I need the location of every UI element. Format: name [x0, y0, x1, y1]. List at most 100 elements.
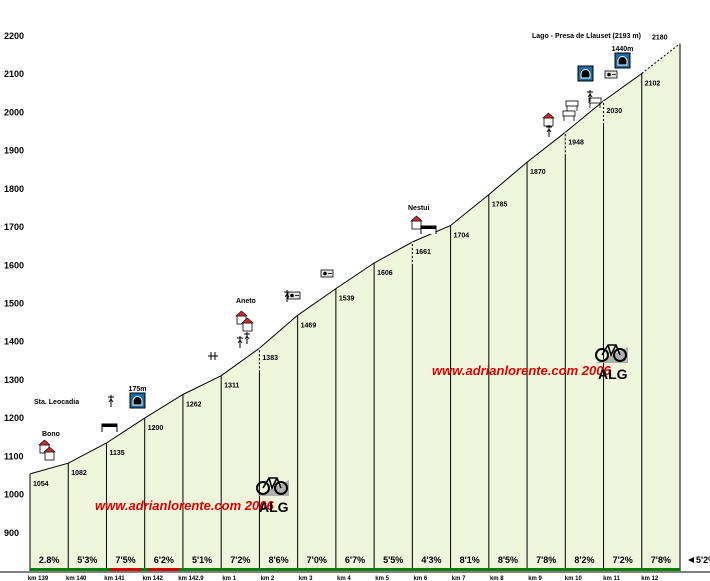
profile-line-final	[641, 43, 681, 74]
y-axis: 900 1000 1100 1200 1300 1400 1500 1600 1700 1800 1…	[4, 31, 24, 538]
y-tick-label: 1200	[4, 413, 24, 423]
fountain-icon	[587, 90, 593, 102]
place-label: Sta. Leocadia	[34, 399, 79, 406]
fountain-icon	[108, 395, 114, 407]
bridge-icon	[420, 225, 437, 234]
gradient-label: 6'7%	[345, 555, 365, 565]
elevation-label: 1661	[415, 249, 431, 256]
km-label: km 142	[143, 576, 164, 581]
gradient-label: 7'8%	[651, 555, 671, 565]
y-tick-label: 1400	[4, 337, 24, 347]
tunnel-length-label: 175m	[129, 386, 147, 393]
elevation-label: 1383	[262, 355, 278, 362]
fountain-icon	[237, 336, 243, 348]
km-label: km 141	[104, 576, 125, 581]
y-tick-label: 900	[4, 528, 19, 538]
road-sign-icon	[287, 291, 301, 300]
km-labels: km 139 km 140 km 141 km 142 km 142.9 km 1 km 2…	[28, 576, 659, 581]
junction-icon	[208, 352, 218, 360]
elevation-label: 1948	[568, 139, 584, 146]
km-label: km 6	[414, 576, 428, 581]
y-tick-label: 2200	[4, 31, 24, 41]
elevation-label: 1870	[530, 169, 546, 176]
bridge-icon	[101, 423, 118, 432]
y-tick-label: 1500	[4, 299, 24, 309]
baseline-bar	[30, 568, 680, 571]
elevation-label: 1469	[301, 322, 317, 329]
decorations: www.adrianlorente.com 2006 www.adrianlore…	[95, 344, 628, 515]
shelter-icon	[588, 97, 602, 108]
km-label: km 5	[375, 576, 389, 581]
y-tick-label: 1600	[4, 260, 24, 270]
gradient-label: 6'2%	[154, 555, 174, 565]
gradient-label: 4'3%	[421, 555, 441, 565]
place-label: Nestui	[408, 205, 429, 212]
gradient-label: 7'2%	[230, 555, 250, 565]
gradient-label: 5'5%	[383, 555, 403, 565]
baseline-red-segment	[148, 568, 179, 571]
baseline-strip	[0, 568, 710, 573]
tunnel-length-label: 1440m	[612, 46, 634, 53]
elevation-label: 1606	[377, 270, 393, 277]
shelter-icon	[562, 110, 576, 121]
km-label: km 2	[261, 576, 275, 581]
shelter-icon	[565, 100, 579, 111]
place-labels: Bono Sta. Leocadia Aneto Nestui Lago - Presa…	[34, 33, 641, 438]
y-tick-label: 2000	[4, 107, 24, 117]
km-label: km 12	[641, 576, 659, 581]
gradient-label: 7'2%	[613, 555, 633, 565]
elevation-label: 1135	[109, 450, 124, 457]
profile-area	[29, 43, 681, 572]
tunnel-icon	[577, 65, 594, 82]
km-label: km 142.9	[178, 576, 204, 581]
cyclist-logo: ALG	[256, 477, 289, 515]
y-tick-label: 1700	[4, 222, 24, 232]
village-icon	[410, 215, 423, 230]
y-tick-label: 1800	[4, 184, 24, 194]
watermark-text: www.adrianlorente.com 2006	[432, 363, 611, 378]
gradient-labels: 2.8% 5'3% 7'5% 6'2% 5'1% 7'2% 8'6% 7'0% 6'7% 5'5%…	[39, 555, 710, 565]
road-sign-icon	[604, 70, 618, 79]
road-sign-icon	[320, 269, 334, 278]
place-label: Aneto	[236, 298, 256, 305]
profile-icons	[38, 70, 618, 461]
y-tick-label: 1300	[4, 375, 24, 385]
km-label: km 7	[452, 576, 466, 581]
km-label: km 1	[222, 576, 236, 581]
final-gradient-label: 5'2%	[696, 555, 710, 565]
refuge-icon	[542, 112, 555, 127]
elevation-labels: 1054 1082 1135 1200 1262 1311 1383 1469 1539 1606…	[33, 35, 668, 488]
place-label: Bono	[42, 431, 60, 438]
gradient-label: 7'8%	[536, 555, 556, 565]
arrow-icon	[688, 557, 694, 563]
profile-fill	[30, 43, 680, 572]
segment-dividers	[67, 73, 643, 571]
elevation-label: 2102	[645, 80, 661, 87]
village-icon	[241, 317, 254, 332]
km-label: km 10	[565, 576, 583, 581]
elevation-label: 1704	[454, 233, 470, 240]
elevation-label: 1200	[148, 425, 164, 432]
y-tick-label: 1900	[4, 146, 24, 156]
place-label: Lago - Presa de Llauset (2193 m)	[532, 33, 641, 40]
gradient-label: 2.8%	[39, 555, 60, 565]
fountain-icon	[244, 332, 250, 344]
village-icon	[43, 446, 56, 461]
baseline-red-segment	[110, 568, 141, 571]
elevation-label: 2180	[652, 35, 668, 42]
tunnel-markers: 175m 1440m	[129, 46, 634, 409]
elevation-label: 1785	[492, 202, 508, 209]
logo-text: ALG	[598, 366, 628, 382]
km-label: km 8	[490, 576, 504, 581]
logo-text: ALG	[259, 499, 289, 515]
tunnel-icon	[129, 392, 146, 409]
km-label: km 9	[528, 576, 542, 581]
antenna-icon	[284, 290, 290, 302]
tunnel-icon	[614, 52, 631, 69]
elevation-label: 1082	[71, 470, 87, 477]
gradient-label: 8'1%	[460, 555, 480, 565]
gradient-label: 7'5%	[116, 555, 136, 565]
elevation-label: 1054	[33, 481, 49, 488]
y-tick-label: 1100	[4, 451, 24, 461]
